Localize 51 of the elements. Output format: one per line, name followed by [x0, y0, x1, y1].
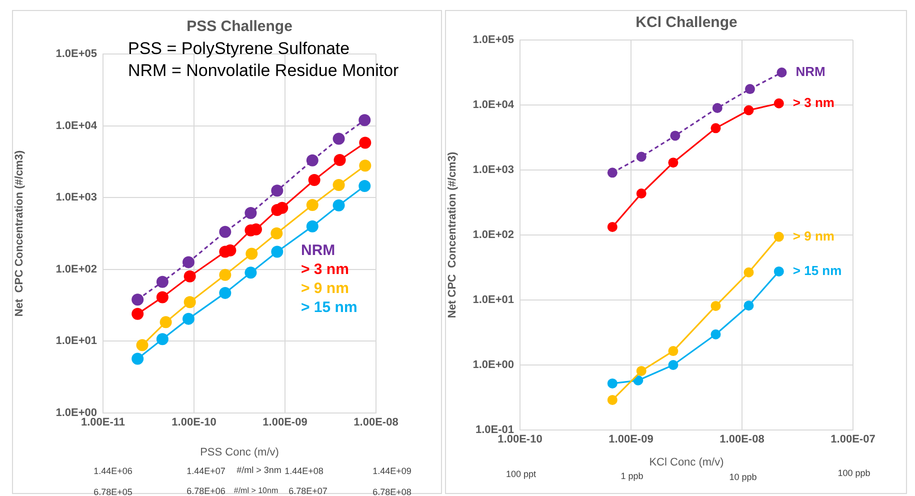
text: > 9 nm — [301, 278, 350, 298]
series-label: > 15 nm — [792, 263, 842, 278]
x-tick-label: 1.00E-10 — [172, 416, 216, 429]
text: > 15 nm — [301, 298, 358, 317]
text: 100 ppt — [506, 469, 536, 479]
text: 100 ppb — [838, 468, 870, 478]
text: 1.44E+08 — [284, 466, 324, 476]
y-tick-label: 1.0E+03 — [56, 192, 97, 204]
y-tick-label: 1.0E+04 — [472, 99, 515, 112]
x-tick-label: 1.00E-08 — [720, 434, 764, 446]
x-tick-label: 1.00E-11 — [80, 416, 126, 429]
text: #/ml > 10nm — [234, 486, 278, 495]
text: 1.44E+07 — [186, 466, 226, 476]
y-tick-label: 1.0E+03 — [472, 164, 514, 176]
y-tick-label: 1.0E+05 — [472, 34, 514, 46]
text: #/ml > 3nm — [236, 465, 282, 475]
chart-title: PSS Challenge — [186, 18, 292, 35]
y-tick-label: 1.0E+04 — [56, 120, 98, 132]
y-tick-label: 1.0E+01 — [56, 335, 97, 348]
x-tick-label: 1.00E-09 — [608, 434, 654, 446]
y-tick-label: 1.0E+01 — [472, 294, 514, 306]
y-axis-title: Net CPC Concentration (#/cm3) — [446, 152, 459, 318]
series-label: NRM — [796, 64, 826, 80]
x-axis-title: KCl Conc (m/v) — [649, 456, 724, 468]
y-tick-label: 1.0E+02 — [472, 229, 514, 242]
text: 6.78E+05 — [94, 487, 132, 496]
annotation: PSS = PolyStyrene Sulfonate — [128, 39, 350, 59]
text: NRM — [301, 240, 336, 260]
text: 1 ppb — [620, 471, 644, 481]
text: 6.78E+08 — [372, 487, 412, 496]
x-tick-label: 1.00E-07 — [830, 434, 876, 446]
chart-title: KCl Challenge — [636, 14, 738, 31]
text: 6.78E+07 — [288, 486, 328, 496]
x-tick-label: 1.00E-09 — [262, 416, 308, 429]
y-tick-label: 1.0E+05 — [56, 48, 97, 60]
series-label: > 3 nm — [792, 94, 834, 110]
text: 1.44E+09 — [372, 466, 412, 476]
text: 10 ppb — [729, 472, 757, 482]
x-tick-label: 1.00E-08 — [354, 416, 398, 429]
annotation: NRM = Nonvolatile Residue Monitor — [128, 61, 399, 81]
y-tick-label: 1.0E+02 — [56, 263, 97, 276]
y-axis-title: Net CPC Concentration (#/cm3) — [14, 150, 26, 317]
y-tick-label: 1.0E+00 — [56, 407, 97, 420]
x-axis-title: PSS Conc (m/v) — [200, 446, 279, 458]
series-label: > 9 nm — [792, 228, 834, 244]
text: > 3 nm — [301, 260, 350, 279]
text: 6.78E+06 — [186, 486, 226, 496]
y-tick-label: 1.0E-01 — [475, 424, 514, 436]
x-tick-label: 1.00E-10 — [498, 434, 542, 446]
text: 1.44E+06 — [94, 466, 132, 476]
y-tick-label: 1.0E+00 — [472, 359, 514, 372]
